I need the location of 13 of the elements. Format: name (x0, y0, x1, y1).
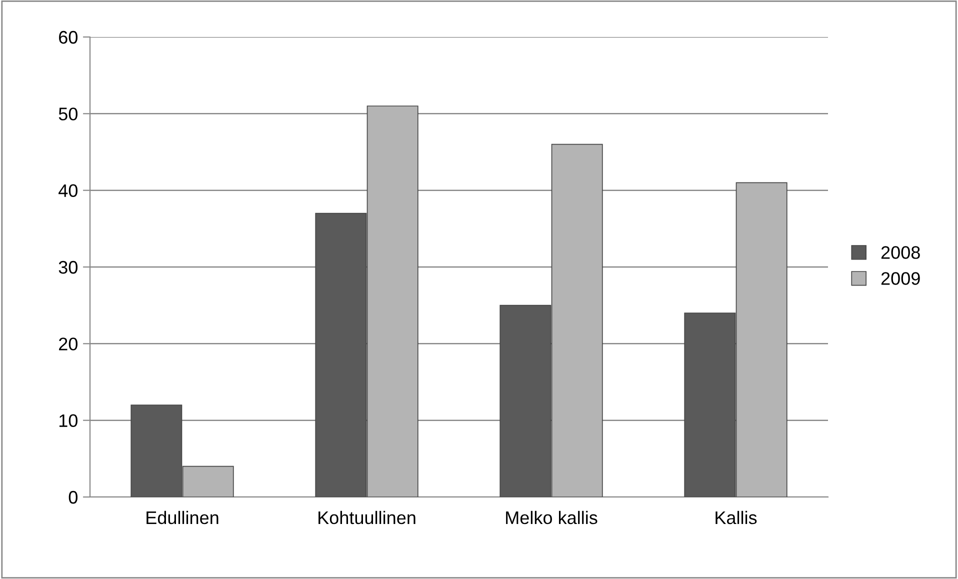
x-tick-label: Kallis (716, 510, 757, 524)
y-tick-label: 50 (58, 108, 78, 120)
y-tick-label: 40 (58, 184, 78, 198)
x-tick-label: Kohtuullinen (318, 510, 416, 524)
y-tick-label: 10 (59, 414, 78, 428)
y-tick-label: 60 (59, 30, 78, 44)
y-tick-label: 20 (59, 338, 78, 350)
x-tick-label: Edullinen (146, 510, 218, 524)
legend-label: 2008 (881, 246, 920, 259)
legend-label: 2009 (881, 272, 920, 285)
y-tick-label: 0 (68, 490, 78, 504)
y-tick-label: 30 (58, 260, 78, 274)
x-tick-label: Melko kallis (506, 510, 598, 524)
